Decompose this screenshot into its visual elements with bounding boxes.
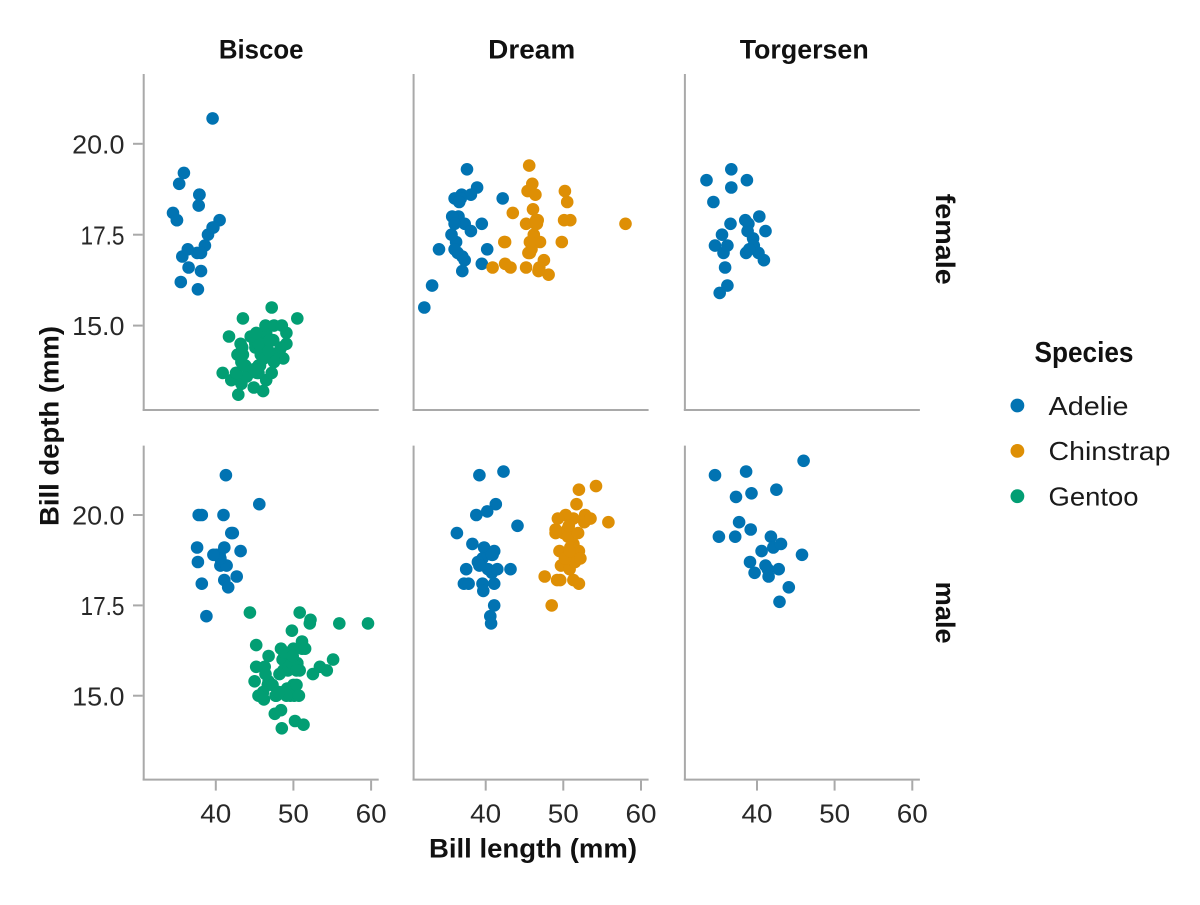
svg-text:Dream: Dream: [488, 35, 575, 65]
svg-text:60: 60: [356, 798, 387, 828]
svg-text:40: 40: [742, 798, 773, 828]
svg-text:Species: Species: [1035, 337, 1134, 369]
svg-text:15.0: 15.0: [72, 681, 124, 711]
svg-text:17.5: 17.5: [81, 220, 125, 250]
svg-text:Bill length (mm): Bill length (mm): [429, 833, 637, 863]
svg-text:40: 40: [200, 798, 231, 828]
svg-text:20.0: 20.0: [72, 501, 124, 531]
svg-text:17.5: 17.5: [81, 591, 125, 621]
svg-text:50: 50: [548, 798, 579, 828]
svg-text:Torgersen: Torgersen: [740, 35, 869, 65]
svg-text:Gentoo: Gentoo: [1049, 482, 1139, 512]
svg-text:Chinstrap: Chinstrap: [1049, 436, 1171, 466]
svg-text:50: 50: [278, 798, 309, 828]
svg-text:male: male: [930, 582, 960, 644]
svg-text:50: 50: [819, 798, 850, 828]
svg-text:Adelie: Adelie: [1049, 391, 1129, 421]
svg-text:female: female: [930, 194, 960, 285]
svg-text:Biscoe: Biscoe: [219, 35, 304, 65]
svg-text:Bill depth (mm): Bill depth (mm): [34, 326, 64, 526]
svg-text:40: 40: [470, 798, 501, 828]
svg-text:15.0: 15.0: [72, 311, 124, 341]
svg-text:60: 60: [626, 798, 657, 828]
svg-text:60: 60: [897, 798, 928, 828]
svg-text:20.0: 20.0: [72, 129, 124, 159]
